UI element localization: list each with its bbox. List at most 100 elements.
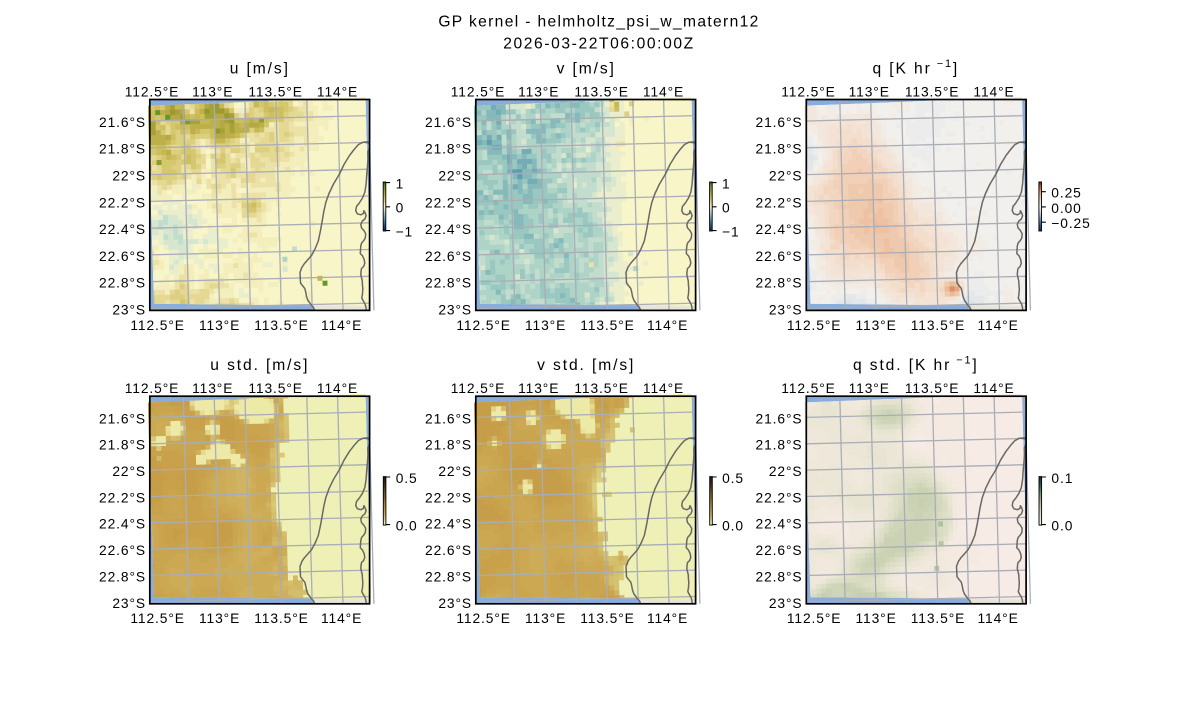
svg-text:112.5°E: 112.5°E: [130, 318, 185, 333]
svg-text:113°E: 113°E: [192, 381, 233, 396]
svg-text:0: 0: [396, 201, 405, 216]
svg-text:v [m/s]: v [m/s]: [557, 60, 616, 77]
svg-text:0.00: 0.00: [1051, 201, 1081, 216]
svg-text:113°E: 113°E: [855, 318, 896, 333]
svg-text:22.6°S: 22.6°S: [756, 249, 803, 264]
svg-text:21.6°S: 21.6°S: [425, 411, 472, 426]
svg-text:22.4°S: 22.4°S: [425, 517, 472, 532]
svg-text:112.5°E: 112.5°E: [781, 381, 836, 396]
svg-text:22.8°S: 22.8°S: [99, 569, 146, 584]
svg-text:113.5°E: 113.5°E: [911, 318, 966, 333]
svg-text:21.6°S: 21.6°S: [99, 115, 146, 130]
svg-text:113.5°E: 113.5°E: [580, 611, 635, 626]
svg-text:21.6°S: 21.6°S: [756, 411, 803, 426]
svg-text:114°E: 114°E: [647, 318, 688, 333]
svg-text:21.8°S: 21.8°S: [425, 438, 472, 453]
svg-text:113°E: 113°E: [849, 85, 890, 100]
svg-text:112.5°E: 112.5°E: [781, 85, 836, 100]
svg-text:0.5: 0.5: [396, 471, 418, 486]
svg-text:113.5°E: 113.5°E: [574, 85, 629, 100]
svg-text:113°E: 113°E: [199, 318, 240, 333]
svg-text:23°S: 23°S: [769, 302, 803, 317]
svg-text:112.5°E: 112.5°E: [456, 318, 511, 333]
svg-text:114°E: 114°E: [977, 318, 1018, 333]
svg-text:v std. [m/s]: v std. [m/s]: [537, 357, 635, 374]
svg-text:114°E: 114°E: [643, 381, 684, 396]
svg-text:113°E: 113°E: [199, 611, 240, 626]
svg-text:114°E: 114°E: [977, 611, 1018, 626]
svg-text:113.5°E: 113.5°E: [905, 381, 960, 396]
svg-text:113°E: 113°E: [849, 381, 890, 396]
svg-text:0.0: 0.0: [722, 519, 744, 534]
svg-text:0.5: 0.5: [722, 471, 744, 486]
svg-text:112.5°E: 112.5°E: [125, 85, 180, 100]
svg-text:22°S: 22°S: [769, 464, 803, 479]
svg-text:113°E: 113°E: [518, 85, 559, 100]
svg-text:22.4°S: 22.4°S: [99, 517, 146, 532]
svg-text:114°E: 114°E: [973, 85, 1014, 100]
svg-text:113°E: 113°E: [192, 85, 233, 100]
svg-text:22.2°S: 22.2°S: [99, 195, 146, 210]
svg-text:22°S: 22°S: [438, 464, 472, 479]
svg-text:21.6°S: 21.6°S: [425, 115, 472, 130]
svg-text:113°E: 113°E: [525, 611, 566, 626]
svg-text:23°S: 23°S: [438, 302, 472, 317]
svg-text:22°S: 22°S: [112, 464, 146, 479]
svg-text:u std. [m/s]: u std. [m/s]: [210, 357, 309, 374]
svg-text:22.8°S: 22.8°S: [425, 569, 472, 584]
svg-text:22.2°S: 22.2°S: [756, 490, 803, 505]
svg-text:114°E: 114°E: [321, 318, 362, 333]
svg-text:q [K hr −1]: q [K hr −1]: [872, 58, 959, 78]
svg-text:114°E: 114°E: [643, 85, 684, 100]
svg-text:0.0: 0.0: [396, 519, 418, 534]
svg-text:113.5°E: 113.5°E: [905, 85, 960, 100]
svg-text:22.6°S: 22.6°S: [756, 543, 803, 558]
svg-text:0.25: 0.25: [1051, 186, 1081, 201]
svg-text:22°S: 22°S: [438, 169, 472, 184]
svg-text:112.5°E: 112.5°E: [130, 611, 185, 626]
svg-text:22.6°S: 22.6°S: [425, 543, 472, 558]
svg-text:114°E: 114°E: [317, 381, 358, 396]
svg-text:21.8°S: 21.8°S: [99, 142, 146, 157]
svg-text:21.8°S: 21.8°S: [756, 142, 803, 157]
svg-text:21.8°S: 21.8°S: [756, 438, 803, 453]
svg-text:113.5°E: 113.5°E: [254, 318, 309, 333]
svg-text:113.5°E: 113.5°E: [580, 318, 635, 333]
svg-text:21.8°S: 21.8°S: [425, 142, 472, 157]
svg-text:113°E: 113°E: [855, 611, 896, 626]
svg-text:21.6°S: 21.6°S: [756, 115, 803, 130]
svg-text:112.5°E: 112.5°E: [451, 85, 506, 100]
svg-text:GP kernel - helmholtz_psi_w_ma: GP kernel - helmholtz_psi_w_matern12: [438, 13, 759, 30]
svg-text:22.6°S: 22.6°S: [99, 249, 146, 264]
svg-text:21.6°S: 21.6°S: [99, 411, 146, 426]
svg-text:22.6°S: 22.6°S: [425, 249, 472, 264]
svg-text:113.5°E: 113.5°E: [254, 611, 309, 626]
svg-text:21.8°S: 21.8°S: [99, 438, 146, 453]
svg-text:113°E: 113°E: [525, 318, 566, 333]
svg-text:22.8°S: 22.8°S: [99, 276, 146, 291]
svg-text:22°S: 22°S: [769, 169, 803, 184]
svg-text:22.2°S: 22.2°S: [425, 490, 472, 505]
svg-text:0.0: 0.0: [1051, 519, 1073, 534]
svg-text:113.5°E: 113.5°E: [911, 611, 966, 626]
svg-text:114°E: 114°E: [317, 85, 358, 100]
svg-text:112.5°E: 112.5°E: [787, 318, 842, 333]
svg-text:113.5°E: 113.5°E: [248, 381, 303, 396]
svg-text:22°S: 22°S: [112, 169, 146, 184]
svg-text:23°S: 23°S: [112, 302, 146, 317]
svg-text:−0.25: −0.25: [1051, 216, 1090, 231]
svg-text:22.6°S: 22.6°S: [99, 543, 146, 558]
svg-text:112.5°E: 112.5°E: [451, 381, 506, 396]
svg-text:22.4°S: 22.4°S: [756, 517, 803, 532]
svg-text:22.8°S: 22.8°S: [756, 276, 803, 291]
svg-text:114°E: 114°E: [321, 611, 362, 626]
svg-text:112.5°E: 112.5°E: [456, 611, 511, 626]
svg-text:2026-03-22T06:00:00Z: 2026-03-22T06:00:00Z: [503, 36, 695, 53]
svg-text:114°E: 114°E: [647, 611, 688, 626]
svg-text:112.5°E: 112.5°E: [787, 611, 842, 626]
svg-text:q std. [K hr −1]: q std. [K hr −1]: [853, 355, 979, 375]
svg-text:22.2°S: 22.2°S: [756, 195, 803, 210]
svg-text:22.4°S: 22.4°S: [99, 222, 146, 237]
svg-text:1: 1: [396, 177, 405, 192]
svg-text:−1: −1: [396, 225, 414, 240]
